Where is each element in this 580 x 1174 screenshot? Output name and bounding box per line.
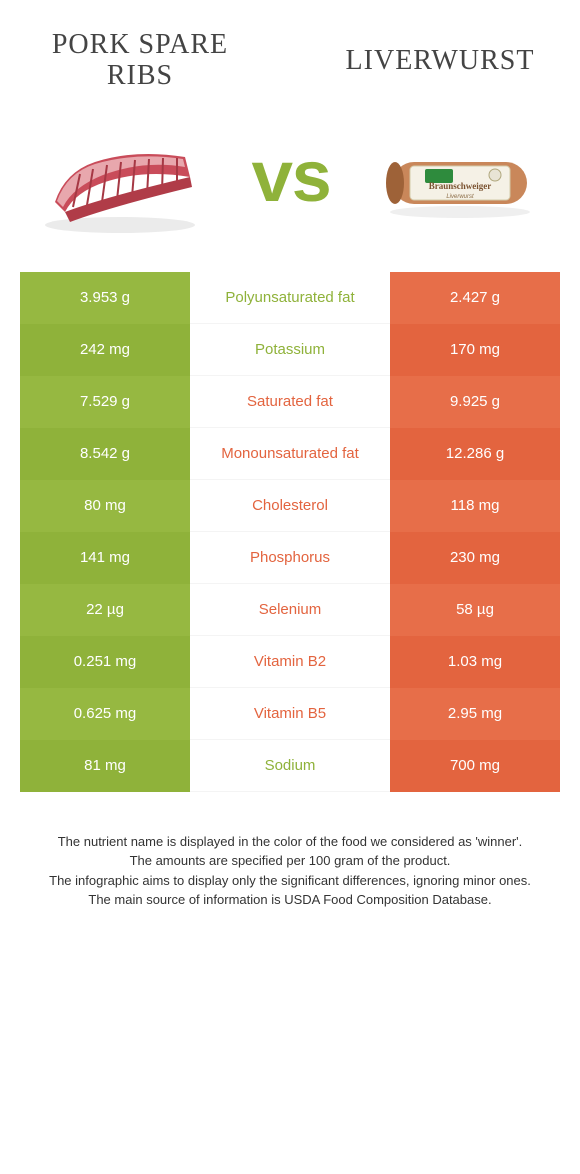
svg-text:Braunschweiger: Braunschweiger [428, 181, 491, 191]
right-value: 1.03 mg [390, 636, 560, 688]
right-value: 2.95 mg [390, 688, 560, 740]
table-row: 7.529 gSaturated fat9.925 g [20, 376, 560, 428]
right-value: 170 mg [390, 324, 560, 376]
nutrient-name: Selenium [190, 584, 390, 636]
footer-line: The infographic aims to display only the… [30, 871, 550, 891]
table-row: 0.625 mgVitamin B52.95 mg [20, 688, 560, 740]
liverwurst-image: Braunschweiger Liverwurst [370, 122, 550, 242]
left-value: 141 mg [20, 532, 190, 584]
table-row: 81 mgSodium700 mg [20, 740, 560, 792]
nutrition-table: 3.953 gPolyunsaturated fat2.427 g242 mgP… [20, 272, 560, 792]
images-row: vs Braunschweiger Liverwurst [0, 102, 580, 272]
nutrient-name: Saturated fat [190, 376, 390, 428]
table-row: 3.953 gPolyunsaturated fat2.427 g [20, 272, 560, 324]
table-row: 0.251 mgVitamin B21.03 mg [20, 636, 560, 688]
table-row: 8.542 gMonounsaturated fat12.286 g [20, 428, 560, 480]
nutrient-name: Potassium [190, 324, 390, 376]
left-value: 3.953 g [20, 272, 190, 324]
nutrient-name: Sodium [190, 740, 390, 792]
table-row: 242 mgPotassium170 mg [20, 324, 560, 376]
nutrient-name: Polyunsaturated fat [190, 272, 390, 324]
right-value: 230 mg [390, 532, 560, 584]
table-row: 141 mgPhosphorus230 mg [20, 532, 560, 584]
left-value: 7.529 g [20, 376, 190, 428]
title-right: Liverwurst [340, 45, 540, 77]
left-value: 81 mg [20, 740, 190, 792]
right-value: 58 µg [390, 584, 560, 636]
left-value: 0.251 mg [20, 636, 190, 688]
footer-line: The nutrient name is displayed in the co… [30, 832, 550, 852]
left-value: 242 mg [20, 324, 190, 376]
left-value: 8.542 g [20, 428, 190, 480]
nutrient-name: Monounsaturated fat [190, 428, 390, 480]
right-value: 12.286 g [390, 428, 560, 480]
nutrient-name: Vitamin B5 [190, 688, 390, 740]
footer-notes: The nutrient name is displayed in the co… [0, 792, 580, 910]
header: Pork spare ribs Liverwurst [0, 0, 580, 102]
right-value: 700 mg [390, 740, 560, 792]
table-row: 80 mgCholesterol118 mg [20, 480, 560, 532]
title-left: Pork spare ribs [40, 30, 240, 92]
right-value: 118 mg [390, 480, 560, 532]
svg-text:Liverwurst: Liverwurst [446, 194, 474, 200]
nutrient-name: Phosphorus [190, 532, 390, 584]
footer-line: The main source of information is USDA F… [30, 890, 550, 910]
vs-label: vs [251, 141, 329, 223]
footer-line: The amounts are specified per 100 gram o… [30, 851, 550, 871]
left-value: 0.625 mg [20, 688, 190, 740]
pork-ribs-image [30, 122, 210, 242]
left-value: 22 µg [20, 584, 190, 636]
left-value: 80 mg [20, 480, 190, 532]
nutrient-name: Vitamin B2 [190, 636, 390, 688]
right-value: 2.427 g [390, 272, 560, 324]
table-row: 22 µgSelenium58 µg [20, 584, 560, 636]
right-value: 9.925 g [390, 376, 560, 428]
nutrient-name: Cholesterol [190, 480, 390, 532]
